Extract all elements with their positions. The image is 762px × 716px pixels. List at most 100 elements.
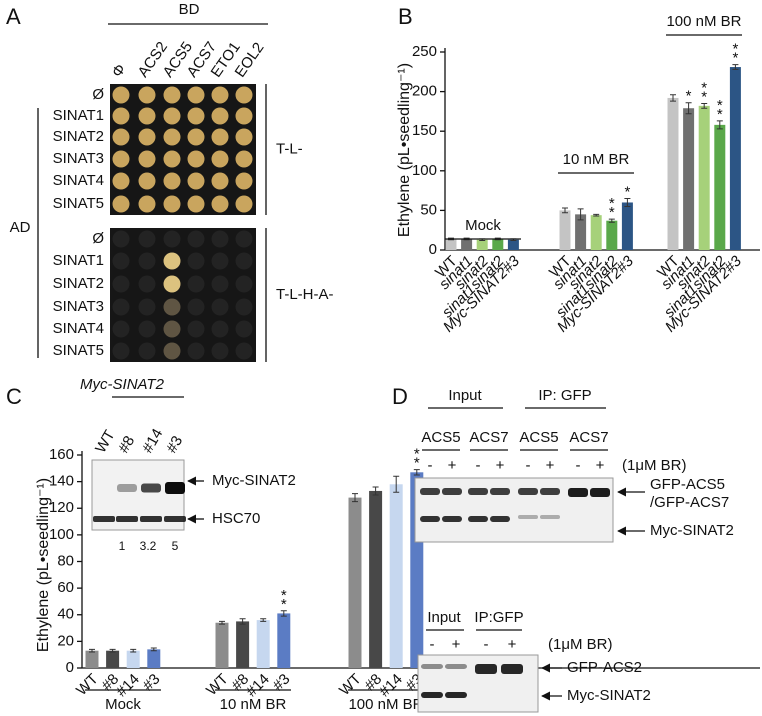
row-label: Ø	[92, 86, 104, 103]
bar	[575, 214, 587, 250]
group-label: Input	[448, 387, 482, 404]
error-bar	[109, 648, 116, 653]
yeast-spot	[211, 86, 229, 104]
lane-label: ACS5	[519, 429, 558, 446]
treatment: +	[596, 457, 605, 474]
yeast-spot	[211, 252, 229, 270]
significance: * *	[701, 79, 707, 105]
yeast-spot	[235, 172, 253, 190]
yeast-spot	[112, 298, 130, 316]
band	[475, 664, 497, 674]
yeast-spot	[187, 86, 205, 104]
yeast-spot	[138, 150, 156, 168]
band	[445, 664, 467, 669]
yeast-spot	[211, 230, 229, 248]
yeast-spot	[138, 195, 156, 213]
band	[518, 515, 538, 519]
yeast-spot	[163, 342, 181, 360]
treatment: +	[496, 457, 505, 474]
significance: * *	[609, 195, 615, 221]
lane-label: ACS5	[421, 429, 460, 446]
row-label: SINAT2	[53, 275, 104, 292]
yeast-spot	[138, 86, 156, 104]
yeast-spot	[112, 342, 130, 360]
column-label: Φ	[109, 61, 130, 81]
lane-label: #14	[139, 426, 166, 456]
treatment: -	[484, 636, 489, 653]
bar	[215, 622, 229, 668]
yeast-spot	[211, 107, 229, 125]
yeast-spot	[112, 230, 130, 248]
lane-label: WT	[92, 427, 118, 456]
yeast-spot	[187, 275, 205, 293]
band	[518, 488, 538, 495]
yeast-spot	[235, 230, 253, 248]
significance: *	[624, 183, 630, 200]
bar	[621, 202, 633, 250]
treatment: -	[526, 457, 531, 474]
band-label: /GFP-ACS7	[650, 494, 729, 511]
yeast-spot	[138, 252, 156, 270]
error-bar	[701, 102, 708, 109]
yeast-spot	[211, 172, 229, 190]
error-bar	[562, 207, 568, 214]
yeast-spot	[138, 230, 156, 248]
y-axis-label: Ethylene (pL•seedling⁻¹)	[35, 478, 52, 652]
row-label: SINAT2	[53, 128, 104, 145]
yeast-spot	[163, 150, 181, 168]
yeast-spot	[138, 275, 156, 293]
yeast-spot	[211, 298, 229, 316]
bar	[256, 620, 270, 668]
yeast-spot	[211, 320, 229, 338]
yeast-spot	[112, 107, 130, 125]
group-label: IP:GFP	[474, 609, 523, 626]
error-bar	[670, 94, 676, 102]
lane-label: ACS7	[469, 429, 508, 446]
band	[445, 692, 467, 698]
yeast-spot	[211, 150, 229, 168]
y-tick-label: 200	[412, 83, 437, 100]
yeast-spot	[211, 128, 229, 146]
x-tick-label: WT	[73, 671, 102, 700]
band	[420, 488, 440, 495]
x-tick-label: WT	[203, 671, 232, 700]
panel-label: C	[6, 384, 22, 409]
yeast-spot	[138, 320, 156, 338]
error-bar	[413, 469, 420, 476]
yeast-spot	[138, 128, 156, 146]
bar	[667, 97, 679, 250]
bar	[606, 220, 618, 250]
y-tick-label: 0	[429, 241, 437, 258]
bar	[698, 105, 710, 250]
band-label: Myc-SINAT2	[212, 472, 296, 489]
band	[590, 488, 610, 497]
band	[420, 516, 440, 522]
yeast-spot	[187, 298, 205, 316]
bar	[126, 650, 140, 668]
group-label: 10 nM BR	[563, 151, 630, 168]
band	[165, 482, 185, 494]
band-label: GFP-ACS2	[567, 659, 642, 676]
ad-label: AD	[10, 219, 31, 236]
row-label: Ø	[92, 230, 104, 247]
plate	[110, 84, 256, 215]
yeast-spot	[235, 342, 253, 360]
significance: * *	[732, 41, 738, 67]
bar	[445, 238, 457, 250]
quantification: 1	[119, 539, 126, 553]
lane-label: ACS7	[569, 429, 608, 446]
yeast-spot	[187, 128, 205, 146]
y-tick-label: 100	[49, 526, 74, 543]
yeast-spot	[163, 320, 181, 338]
lane-label: #3	[163, 433, 186, 456]
inset-title: Myc-SINAT2	[80, 376, 165, 393]
yeast-spot	[163, 128, 181, 146]
y-tick-label: 250	[412, 43, 437, 60]
treatment: -	[576, 457, 581, 474]
yeast-spot	[138, 107, 156, 125]
yeast-spot	[187, 107, 205, 125]
band	[421, 664, 443, 669]
blot	[414, 477, 614, 543]
treatment: -	[430, 636, 435, 653]
error-bar	[280, 610, 287, 617]
